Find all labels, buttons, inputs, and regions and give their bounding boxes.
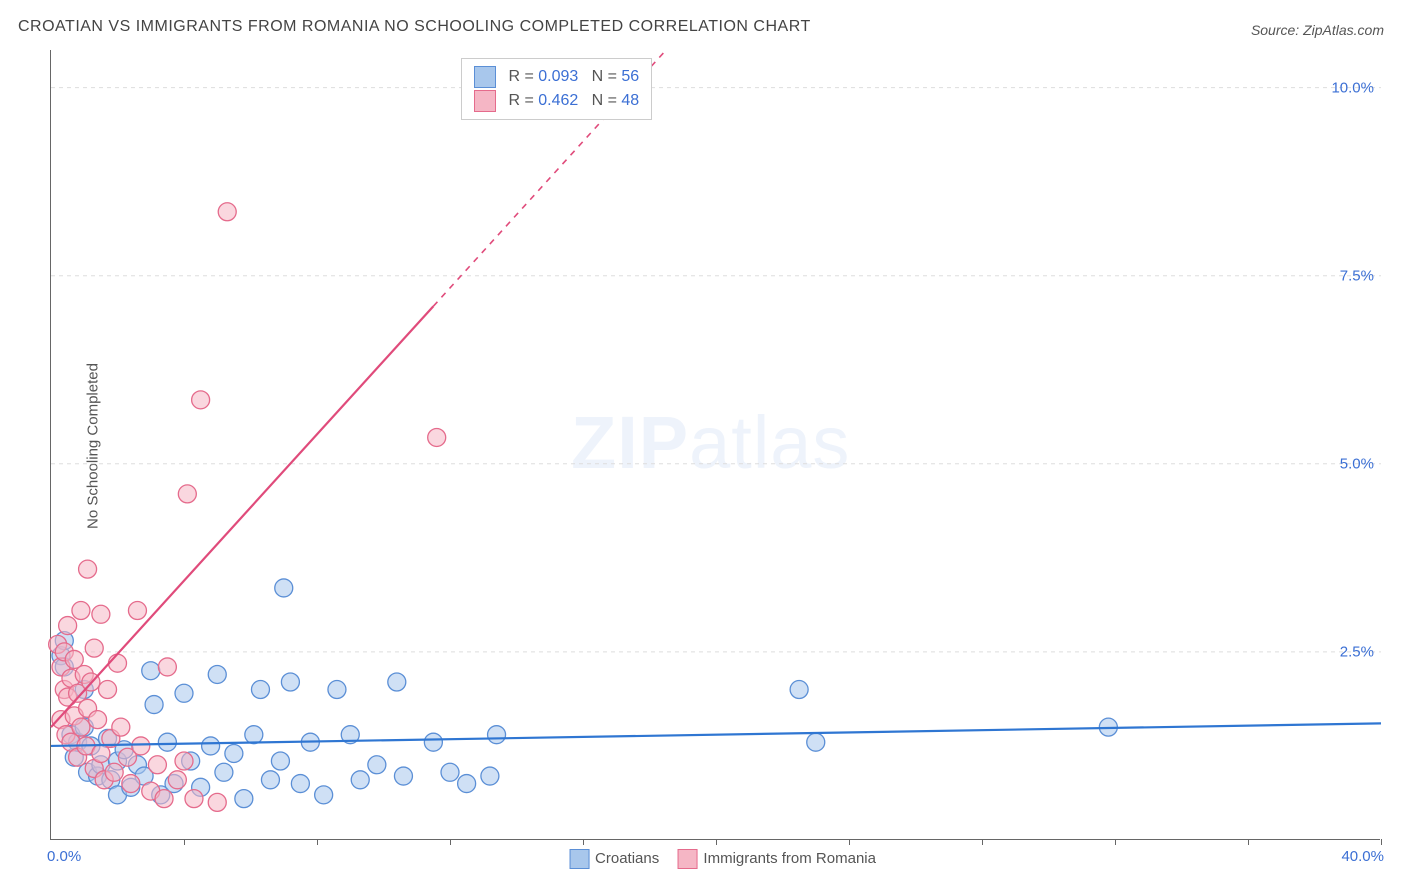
plot-area: ZIPatlas 2.5%5.0%7.5%10.0% 0.0% 40.0% R …	[50, 50, 1380, 840]
x-tick	[849, 839, 850, 845]
scatter-point	[85, 639, 103, 657]
scatter-point	[158, 658, 176, 676]
chart-svg	[51, 50, 1380, 839]
scatter-point	[99, 681, 117, 699]
source-label: Source: ZipAtlas.com	[1251, 22, 1384, 38]
legend-row-romania: R = 0.462 N = 48	[474, 89, 639, 113]
scatter-point	[148, 756, 166, 774]
legend-bot-label-croatians: Croatians	[595, 850, 659, 867]
scatter-point	[368, 756, 386, 774]
scatter-point	[458, 775, 476, 793]
scatter-point	[122, 775, 140, 793]
scatter-point	[132, 737, 150, 755]
scatter-point	[208, 665, 226, 683]
x-tick	[1248, 839, 1249, 845]
scatter-point	[281, 673, 299, 691]
scatter-point	[89, 711, 107, 729]
scatter-point	[142, 662, 160, 680]
scatter-point	[328, 681, 346, 699]
scatter-point	[790, 681, 808, 699]
n-value-romania: 48	[621, 92, 639, 109]
scatter-point	[424, 733, 442, 751]
y-tick-label: 10.0%	[1331, 79, 1374, 96]
legend-swatch-romania	[474, 90, 496, 112]
x-tick	[716, 839, 717, 845]
scatter-point	[192, 391, 210, 409]
scatter-point	[178, 485, 196, 503]
scatter-point	[394, 767, 412, 785]
x-tick	[1115, 839, 1116, 845]
x-axis-max-label: 40.0%	[1341, 848, 1384, 865]
scatter-point	[351, 771, 369, 789]
chart-title: CROATIAN VS IMMIGRANTS FROM ROMANIA NO S…	[18, 18, 811, 36]
scatter-point	[291, 775, 309, 793]
scatter-point	[481, 767, 499, 785]
scatter-point	[72, 602, 90, 620]
scatter-point	[441, 763, 459, 781]
scatter-point	[128, 602, 146, 620]
scatter-point	[175, 684, 193, 702]
legend-bot-swatch-croatians	[569, 849, 589, 869]
scatter-point	[109, 654, 127, 672]
scatter-point	[271, 752, 289, 770]
scatter-point	[315, 786, 333, 804]
y-tick-label: 7.5%	[1340, 267, 1374, 284]
scatter-point	[208, 793, 226, 811]
legend-swatch-croatians	[474, 66, 496, 88]
scatter-point	[251, 681, 269, 699]
scatter-point	[105, 763, 123, 781]
scatter-point	[807, 733, 825, 751]
legend-row-croatians: R = 0.093 N = 56	[474, 65, 639, 89]
r-value-romania: 0.462	[538, 92, 578, 109]
y-tick-label: 2.5%	[1340, 643, 1374, 660]
x-tick	[583, 839, 584, 845]
scatter-point	[168, 771, 186, 789]
scatter-point	[112, 718, 130, 736]
scatter-point	[72, 718, 90, 736]
x-axis-min-label: 0.0%	[47, 848, 81, 865]
x-tick	[184, 839, 185, 845]
y-tick-label: 5.0%	[1340, 455, 1374, 472]
x-tick	[1381, 839, 1382, 845]
scatter-point	[388, 673, 406, 691]
scatter-point	[79, 560, 97, 578]
scatter-point	[59, 617, 77, 635]
series-legend: Croatians Immigrants from Romania	[555, 849, 876, 869]
n-value-croatians: 56	[621, 68, 639, 85]
scatter-point	[185, 790, 203, 808]
scatter-point	[175, 752, 193, 770]
scatter-point	[275, 579, 293, 597]
x-tick	[317, 839, 318, 845]
r-value-croatians: 0.093	[538, 68, 578, 85]
scatter-point	[155, 790, 173, 808]
scatter-point	[488, 726, 506, 744]
scatter-point	[428, 428, 446, 446]
scatter-point	[235, 790, 253, 808]
legend-bot-swatch-romania	[677, 849, 697, 869]
scatter-point	[245, 726, 263, 744]
x-tick	[982, 839, 983, 845]
legend-bot-label-romania: Immigrants from Romania	[703, 850, 876, 867]
correlation-legend: R = 0.093 N = 56 R = 0.462 N = 48	[461, 58, 652, 120]
scatter-point	[158, 733, 176, 751]
x-tick	[450, 839, 451, 845]
scatter-point	[92, 605, 110, 623]
scatter-point	[225, 744, 243, 762]
scatter-point	[218, 203, 236, 221]
scatter-point	[145, 696, 163, 714]
scatter-point	[202, 737, 220, 755]
regression-line	[51, 306, 433, 727]
scatter-point	[261, 771, 279, 789]
scatter-point	[215, 763, 233, 781]
